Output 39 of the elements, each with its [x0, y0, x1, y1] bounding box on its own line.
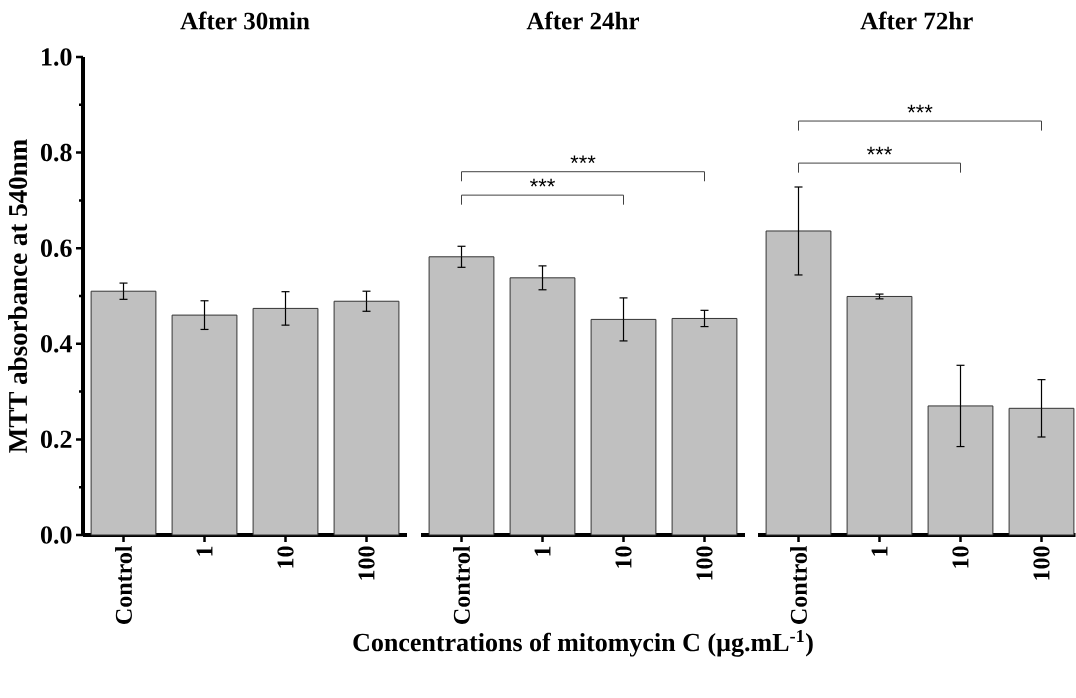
x-axis-title: Concentrations of mitomycin C (µg.mL$^{-1}$)	[353, 629, 813, 657]
y-axis-title: MTT absorbance at 540nm	[8, 139, 28, 453]
x-tick-label: 100	[696, 546, 713, 580]
annotation: ***	[907, 104, 933, 113]
chart-title: After 24hr	[526, 11, 640, 30]
chart-title: After 72hr	[860, 11, 973, 30]
x-tick-label: 10	[277, 546, 294, 568]
chart-title: After 30min	[180, 11, 310, 30]
x-tick-label: 1	[196, 546, 213, 556]
bar	[171, 314, 238, 536]
x-tick-label: Control	[115, 545, 132, 624]
y-tick-label: 0.4	[40, 334, 72, 353]
bar	[509, 277, 576, 536]
bar	[590, 318, 657, 536]
annotation: ***	[867, 146, 892, 155]
bar	[927, 405, 994, 536]
x-tick-label: Control	[790, 545, 807, 624]
x-tick-label: 1	[871, 546, 888, 556]
bar	[428, 256, 495, 536]
annotation: ***	[530, 178, 555, 187]
bar	[846, 295, 913, 536]
bar	[90, 290, 157, 536]
bar	[1008, 407, 1075, 536]
y-tick-label: 0.6	[40, 239, 72, 258]
x-tick-label: 10	[952, 546, 969, 568]
bar	[252, 307, 319, 536]
y-tick-label: 0.0	[40, 526, 72, 544]
y-tick-label: 0.8	[40, 143, 72, 162]
x-tick-label: 10	[615, 546, 632, 568]
y-tick-label: 0.2	[40, 430, 72, 449]
bar	[671, 317, 738, 536]
x-tick-label: Control	[453, 545, 470, 624]
y-tick-label: 1.0	[42, 48, 72, 66]
annotation: ***	[570, 155, 596, 164]
x-tick-label: 1	[534, 546, 551, 556]
bar	[765, 230, 832, 536]
x-tick-label: 100	[1033, 546, 1050, 580]
x-tick-label: 100	[358, 546, 375, 580]
bar	[333, 300, 400, 536]
